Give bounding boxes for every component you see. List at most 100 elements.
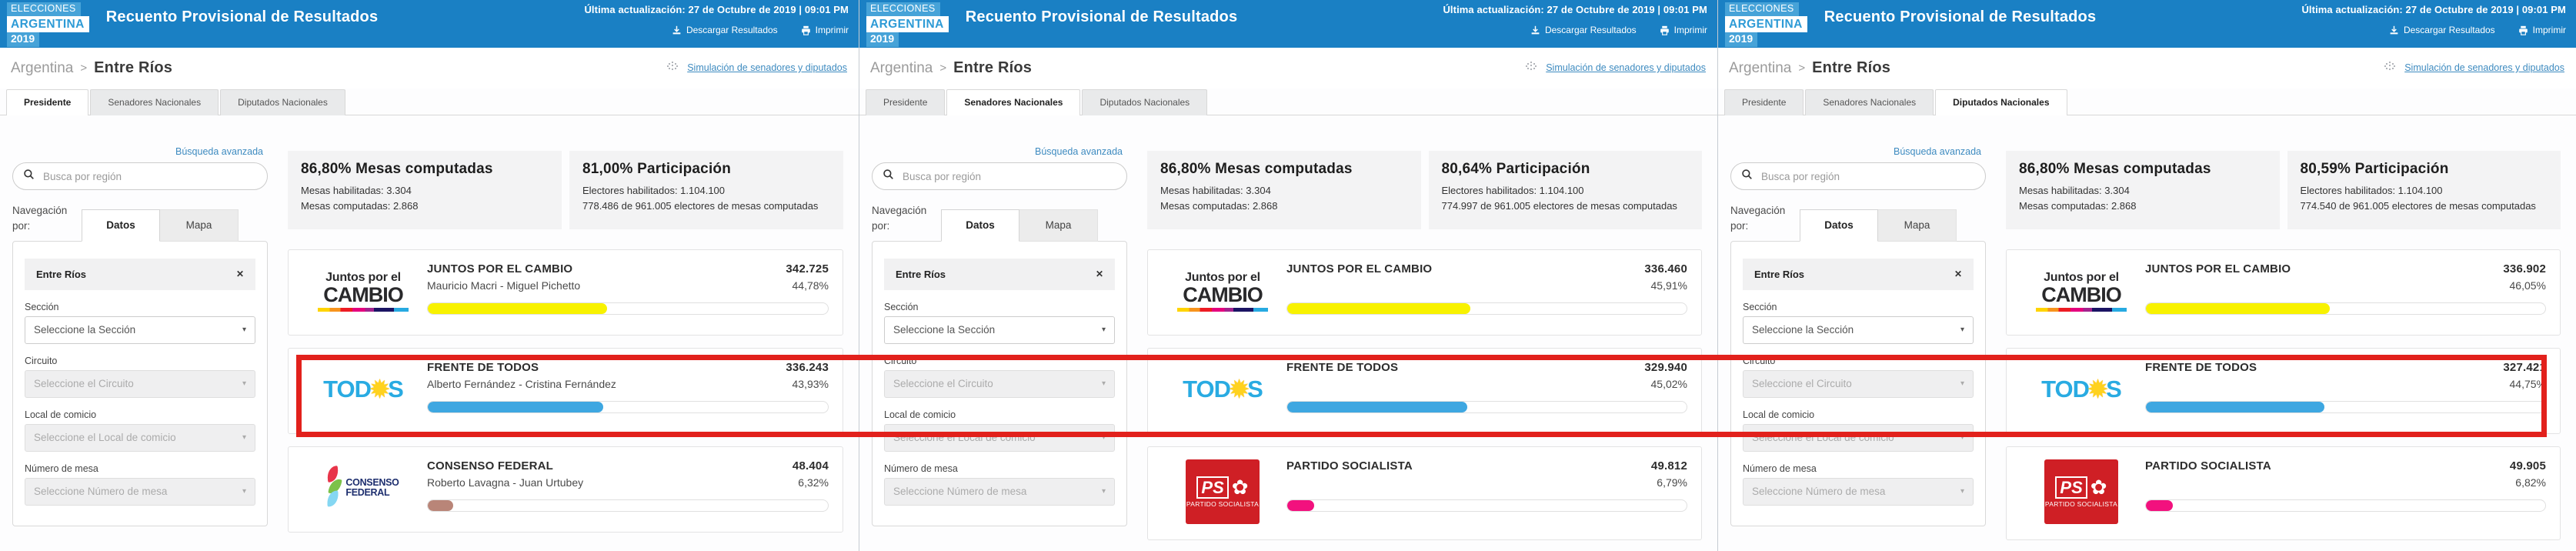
nav-tab-mapa[interactable]: Mapa <box>160 209 239 242</box>
logo-line-elecciones: ELECCIONES <box>866 2 940 16</box>
vote-share-bar <box>2145 401 2546 414</box>
mesas-computadas-card: 86,80% Mesas computadas Mesas habilitada… <box>2006 151 2280 230</box>
electores-computados-line: 774.540 de 961.005 electores de mesas co… <box>2300 200 2536 212</box>
tab-diputados-nacionales[interactable]: Diputados Nacionales <box>1935 89 2067 115</box>
vote-share-bar-fill <box>1287 303 1471 315</box>
filter-label-seccion: Sección <box>1743 301 1777 312</box>
electores-computados-line: 774.997 de 961.005 electores de mesas co… <box>1441 200 1677 212</box>
party-logo: TOD✹S <box>302 361 424 418</box>
breadcrumb-region: Entre Ríos <box>1812 59 1891 76</box>
nav-tab-datos[interactable]: Datos <box>82 209 160 242</box>
breadcrumb-region: Entre Ríos <box>94 59 173 76</box>
close-icon[interactable]: ✕ <box>1954 269 1962 279</box>
region-search[interactable] <box>872 162 1127 190</box>
tab-presidente[interactable]: Presidente <box>866 89 946 115</box>
participacion-card: 80,59% Participación Electores habilitad… <box>2287 151 2561 230</box>
tab-senadores-nacionales[interactable]: Senadores Nacionales <box>1805 89 1934 115</box>
results-main: 86,80% Mesas computadas Mesas habilitada… <box>1136 115 1711 551</box>
advanced-search-link[interactable]: Búsqueda avanzada <box>175 146 263 157</box>
advanced-search-link[interactable]: Búsqueda avanzada <box>1894 146 1981 157</box>
vote-share-bar-fill <box>428 500 453 512</box>
print-button[interactable]: Imprimir <box>801 25 849 35</box>
tab-diputados-nacionales[interactable]: Diputados Nacionales <box>220 89 345 115</box>
simulation-link[interactable]: Simulación de senadores y diputados <box>1546 62 1706 73</box>
seccion-select[interactable]: Seleccione la Sección ▾ <box>884 316 1115 344</box>
filter-label-seccion: Sección <box>884 301 919 312</box>
party-result-card: TOD✹S FRENTE DE TODOS 327.421 44,75% <box>2006 348 2561 435</box>
logo-line-argentina: ARGENTINA <box>7 15 89 32</box>
party-result-card: Juntos por el CAMBIO JUNTOS POR EL CAMBI… <box>2006 249 2561 336</box>
region-search[interactable] <box>1730 162 1986 190</box>
chevron-down-icon: ▾ <box>1101 379 1106 388</box>
printer-icon <box>801 25 811 35</box>
tab-senadores-nacionales[interactable]: Senadores Nacionales <box>946 89 1081 115</box>
search-input[interactable] <box>1761 170 1975 182</box>
download-results-button[interactable]: Descargar Resultados <box>672 25 778 35</box>
navigation-sidebar: Búsqueda avanzada Navegación por: Datos … <box>6 115 277 545</box>
mesas-habilitadas-line: Mesas habilitadas: 3.304 <box>1160 185 1271 196</box>
vote-share-bar-fill <box>1287 500 1315 512</box>
tab-presidente[interactable]: Presidente <box>1724 89 1804 115</box>
tab-senadores-nacionales[interactable]: Senadores Nacionales <box>90 89 219 115</box>
party-name: FRENTE DE TODOS <box>2145 361 2257 375</box>
app-header: ELECCIONES ARGENTINA 2019 Recuento Provi… <box>0 0 859 48</box>
simulation-link[interactable]: Simulación de senadores y diputados <box>2404 62 2564 73</box>
print-button[interactable]: Imprimir <box>2518 25 2566 35</box>
mesas-habilitadas-line: Mesas habilitadas: 3.304 <box>301 185 412 196</box>
mesas-computadas-line: Mesas computadas: 2.868 <box>2019 200 2137 212</box>
nav-tab-mapa[interactable]: Mapa <box>1878 209 1957 242</box>
vote-share-bar <box>1286 499 1687 513</box>
breadcrumb-country-link[interactable]: Argentina <box>11 59 74 76</box>
breadcrumb-country-link[interactable]: Argentina <box>870 59 933 76</box>
party-result-card: CONSENSO FEDERAL CONSENSO FEDERAL 48.404 … <box>288 446 843 533</box>
rose-icon: ✿ <box>1231 476 1249 499</box>
chevron-down-icon: ▾ <box>242 379 246 388</box>
juntos-por-el-cambio-logo: Juntos por el CAMBIO <box>2036 271 2127 312</box>
tab-presidente[interactable]: Presidente <box>6 89 89 115</box>
nav-tab-datos[interactable]: Datos <box>941 209 1019 242</box>
party-logo: TOD✹S <box>2020 361 2142 418</box>
rose-icon: ✿ <box>2090 476 2107 499</box>
close-icon[interactable]: ✕ <box>235 269 244 279</box>
region-search[interactable] <box>12 162 268 190</box>
participacion-title: 81,00% Participación <box>582 161 732 177</box>
print-button[interactable]: Imprimir <box>1660 25 1707 35</box>
download-results-button[interactable]: Descargar Resultados <box>1530 25 1637 35</box>
close-icon[interactable]: ✕ <box>1095 269 1103 279</box>
seccion-select[interactable]: Seleccione la Sección ▾ <box>25 316 255 344</box>
vote-share-bar <box>2145 302 2546 316</box>
breadcrumb-country-link[interactable]: Argentina <box>1729 59 1792 76</box>
results-list: Juntos por el CAMBIO JUNTOS POR EL CAMBI… <box>1147 249 1702 541</box>
chevron-down-icon: ▾ <box>242 433 246 442</box>
simulation-link[interactable]: Simulación de senadores y diputados <box>687 62 847 73</box>
search-input[interactable] <box>903 170 1116 182</box>
numero-de-mesa-select: Seleccione Número de mesa ▾ <box>25 477 255 506</box>
search-input[interactable] <box>43 170 257 182</box>
party-percentage: 44,75% <box>2509 378 2546 391</box>
local-de-comicio-select: Seleccione el Local de comicio ▾ <box>884 423 1115 452</box>
tab-diputados-nacionales[interactable]: Diputados Nacionales <box>1082 89 1208 115</box>
filter-label-circuito: Circuito <box>884 355 917 366</box>
party-percentage: 6,79% <box>1657 476 1687 489</box>
party-votes: 342.725 <box>786 262 829 276</box>
nav-tab-datos[interactable]: Datos <box>1800 209 1878 242</box>
advanced-search-link[interactable]: Búsqueda avanzada <box>1035 146 1123 157</box>
simulation-dots-icon <box>2382 60 2397 75</box>
vote-share-bar-fill <box>1287 402 1467 413</box>
nav-tab-mapa[interactable]: Mapa <box>1019 209 1098 242</box>
page-title: Recuento Provisional de Resultados <box>105 8 379 25</box>
vote-share-bar-fill <box>2146 500 2174 512</box>
cambio-color-stripe <box>2036 307 2127 312</box>
seccion-select[interactable]: Seleccione la Sección ▾ <box>1743 316 1974 344</box>
region-chip: Entre Ríos ✕ <box>25 258 255 290</box>
sun-star-icon: ✹ <box>370 377 389 403</box>
simulation-dots-icon <box>665 60 680 75</box>
frente-de-todos-logo: TOD✹S <box>2041 376 2122 403</box>
local-de-comicio-select: Seleccione el Local de comicio ▾ <box>25 423 255 452</box>
logo-line-elecciones: ELECCIONES <box>1725 2 1799 16</box>
filter-label-numero-de-mesa: Número de mesa <box>25 463 98 474</box>
sun-star-icon: ✹ <box>1230 377 1249 403</box>
download-results-button[interactable]: Descargar Resultados <box>2389 25 2495 35</box>
party-votes: 48.404 <box>792 459 829 473</box>
breadcrumb: Argentina > Entre Ríos Simulación de sen… <box>859 48 1717 88</box>
